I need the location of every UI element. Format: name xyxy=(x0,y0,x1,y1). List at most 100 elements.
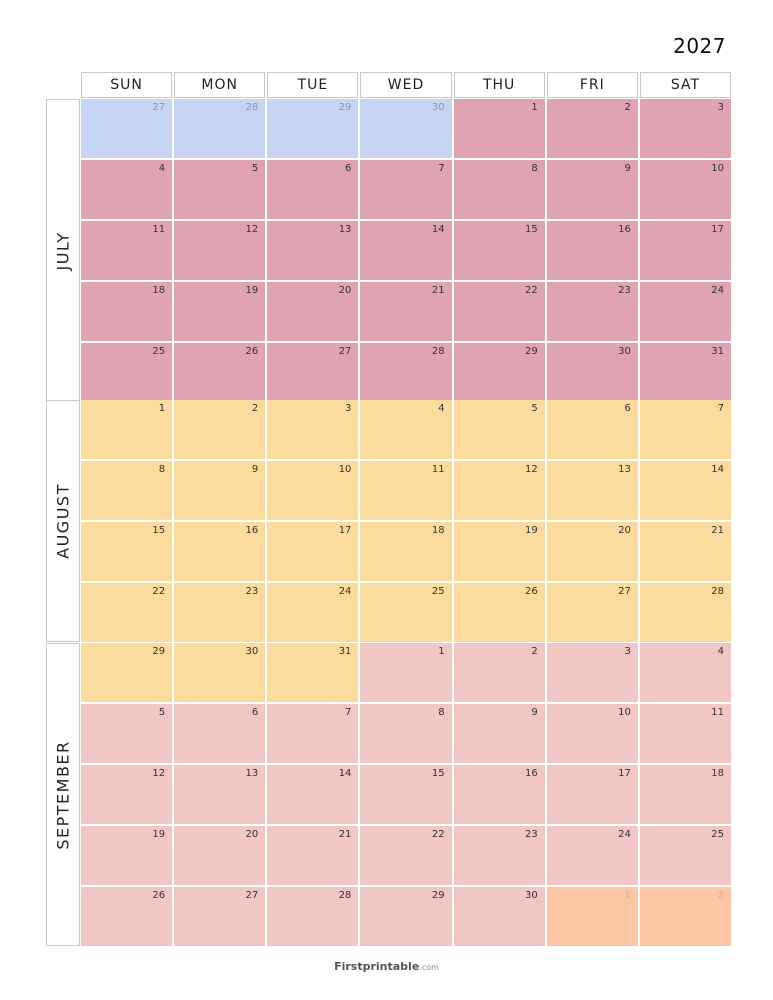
day-cell[interactable]: 22 xyxy=(453,282,545,341)
day-cell[interactable]: 19 xyxy=(174,282,266,341)
day-cell[interactable]: 13 xyxy=(546,461,638,520)
day-cell[interactable]: 23 xyxy=(174,583,266,642)
day-cell[interactable]: 18 xyxy=(360,522,452,581)
day-cell[interactable]: 28 xyxy=(639,583,731,642)
day-cell[interactable]: 25 xyxy=(81,343,173,402)
day-cell[interactable]: 26 xyxy=(81,887,173,946)
day-cell[interactable]: 23 xyxy=(546,282,638,341)
day-cell[interactable]: 28 xyxy=(174,99,266,158)
day-cell[interactable]: 21 xyxy=(360,282,452,341)
day-cell[interactable]: 17 xyxy=(546,765,638,824)
day-cell[interactable]: 8 xyxy=(453,160,545,219)
day-cell[interactable]: 29 xyxy=(81,643,173,702)
day-cell[interactable]: 16 xyxy=(174,522,266,581)
day-cell[interactable]: 6 xyxy=(174,704,266,763)
day-cell[interactable]: 14 xyxy=(267,765,359,824)
day-cell[interactable]: 17 xyxy=(267,522,359,581)
day-cell[interactable]: 28 xyxy=(267,887,359,946)
day-cell[interactable]: 9 xyxy=(174,461,266,520)
day-cell[interactable]: 28 xyxy=(360,343,452,402)
day-cell[interactable]: 3 xyxy=(546,643,638,702)
day-cell[interactable]: 17 xyxy=(639,221,731,280)
day-cell[interactable]: 3 xyxy=(267,400,359,459)
day-cell[interactable]: 30 xyxy=(453,887,545,946)
day-cell[interactable]: 1 xyxy=(546,887,638,946)
day-cell[interactable]: 25 xyxy=(639,826,731,885)
day-cell[interactable]: 31 xyxy=(639,343,731,402)
day-cell[interactable]: 6 xyxy=(546,400,638,459)
day-cell[interactable]: 22 xyxy=(81,583,173,642)
day-cell[interactable]: 30 xyxy=(360,99,452,158)
day-number: 16 xyxy=(524,768,538,779)
day-cell[interactable]: 24 xyxy=(639,282,731,341)
day-cell[interactable]: 10 xyxy=(639,160,731,219)
day-cell[interactable]: 18 xyxy=(81,282,173,341)
day-cell[interactable]: 9 xyxy=(546,160,638,219)
day-cell[interactable]: 4 xyxy=(360,400,452,459)
day-cell[interactable]: 4 xyxy=(639,643,731,702)
day-cell[interactable]: 25 xyxy=(360,583,452,642)
day-cell[interactable]: 26 xyxy=(453,583,545,642)
day-cell[interactable]: 21 xyxy=(267,826,359,885)
day-cell[interactable]: 2 xyxy=(453,643,545,702)
day-cell[interactable]: 5 xyxy=(81,704,173,763)
day-cell[interactable]: 24 xyxy=(267,583,359,642)
day-cell[interactable]: 5 xyxy=(453,400,545,459)
day-cell[interactable]: 7 xyxy=(360,160,452,219)
day-cell[interactable]: 24 xyxy=(546,826,638,885)
day-cell[interactable]: 19 xyxy=(453,522,545,581)
day-cell[interactable]: 23 xyxy=(453,826,545,885)
day-cell[interactable]: 1 xyxy=(360,643,452,702)
day-cell[interactable]: 7 xyxy=(639,400,731,459)
day-cell[interactable]: 29 xyxy=(453,343,545,402)
day-cell[interactable]: 14 xyxy=(639,461,731,520)
day-cell[interactable]: 15 xyxy=(453,221,545,280)
day-cell[interactable]: 21 xyxy=(639,522,731,581)
day-cell[interactable]: 19 xyxy=(81,826,173,885)
day-cell[interactable]: 30 xyxy=(174,643,266,702)
day-cell[interactable]: 27 xyxy=(174,887,266,946)
day-cell[interactable]: 1 xyxy=(453,99,545,158)
day-cell[interactable]: 15 xyxy=(81,522,173,581)
day-cell[interactable]: 27 xyxy=(267,343,359,402)
day-cell[interactable]: 20 xyxy=(174,826,266,885)
day-cell[interactable]: 20 xyxy=(267,282,359,341)
day-cell[interactable]: 6 xyxy=(267,160,359,219)
day-cell[interactable]: 3 xyxy=(639,99,731,158)
day-cell[interactable]: 31 xyxy=(267,643,359,702)
day-cell[interactable]: 30 xyxy=(546,343,638,402)
day-cell[interactable]: 2 xyxy=(546,99,638,158)
day-cell[interactable]: 10 xyxy=(267,461,359,520)
day-cell[interactable]: 27 xyxy=(546,583,638,642)
day-cell[interactable]: 12 xyxy=(81,765,173,824)
day-cell[interactable]: 26 xyxy=(174,343,266,402)
day-cell[interactable]: 13 xyxy=(267,221,359,280)
day-cell[interactable]: 15 xyxy=(360,765,452,824)
day-cell[interactable]: 8 xyxy=(81,461,173,520)
day-cell[interactable]: 20 xyxy=(546,522,638,581)
day-cell[interactable]: 29 xyxy=(267,99,359,158)
day-cell[interactable]: 29 xyxy=(360,887,452,946)
day-cell[interactable]: 16 xyxy=(453,765,545,824)
day-cell[interactable]: 13 xyxy=(174,765,266,824)
day-cell[interactable]: 14 xyxy=(360,221,452,280)
day-cell[interactable]: 7 xyxy=(267,704,359,763)
day-cell[interactable]: 10 xyxy=(546,704,638,763)
day-cell[interactable]: 5 xyxy=(174,160,266,219)
day-cell[interactable]: 4 xyxy=(81,160,173,219)
day-cell[interactable]: 11 xyxy=(360,461,452,520)
day-cell[interactable]: 18 xyxy=(639,765,731,824)
day-cell[interactable]: 2 xyxy=(639,887,731,946)
day-cell[interactable]: 12 xyxy=(174,221,266,280)
day-number: 25 xyxy=(152,346,166,357)
day-cell[interactable]: 11 xyxy=(81,221,173,280)
day-cell[interactable]: 1 xyxy=(81,400,173,459)
day-cell[interactable]: 8 xyxy=(360,704,452,763)
day-cell[interactable]: 2 xyxy=(174,400,266,459)
day-cell[interactable]: 27 xyxy=(81,99,173,158)
day-cell[interactable]: 16 xyxy=(546,221,638,280)
day-cell[interactable]: 22 xyxy=(360,826,452,885)
day-cell[interactable]: 11 xyxy=(639,704,731,763)
day-cell[interactable]: 9 xyxy=(453,704,545,763)
day-cell[interactable]: 12 xyxy=(453,461,545,520)
